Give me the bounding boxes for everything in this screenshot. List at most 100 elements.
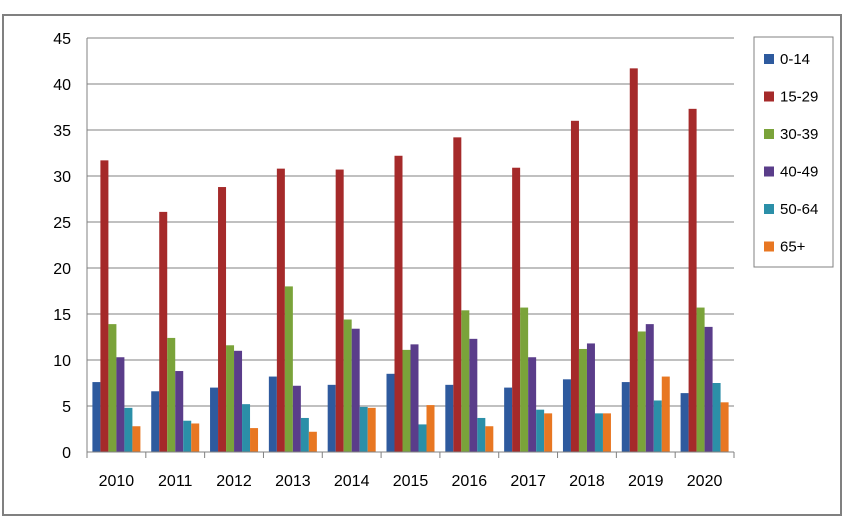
x-tick-label: 2017 — [510, 473, 546, 490]
bar-50-64-2015 — [418, 424, 427, 452]
bar-40-49-2015 — [410, 344, 419, 452]
bar-30-39-2019 — [637, 331, 646, 452]
bar-30-39-2018 — [578, 348, 587, 452]
bar-65+-2016 — [485, 426, 494, 452]
bar-0-14-2012 — [210, 387, 219, 452]
bar-40-49-2017 — [528, 357, 537, 452]
bar-15-29-2011 — [159, 211, 168, 452]
y-tick-label: 40 — [53, 77, 71, 94]
bar-30-39-2015 — [402, 349, 411, 452]
bar-65+-2020 — [720, 402, 729, 452]
bar-30-39-2013 — [284, 286, 293, 452]
y-tick-label: 5 — [62, 399, 71, 416]
bar-30-39-2014 — [343, 319, 352, 452]
bar-15-29-2010 — [100, 160, 109, 453]
y-tick-label: 45 — [53, 31, 71, 48]
bar-50-64-2018 — [594, 413, 603, 452]
y-tick-label: 10 — [53, 353, 71, 370]
bar-40-49-2018 — [586, 343, 595, 452]
bar-0-14-2011 — [151, 391, 160, 452]
legend-box — [753, 36, 834, 268]
y-tick-label: 20 — [53, 261, 71, 278]
bar-40-49-2019 — [645, 324, 654, 452]
bar-65+-2014 — [367, 407, 376, 452]
bar-30-39-2017 — [520, 307, 529, 452]
legend-label-50-64: 50-64 — [780, 201, 818, 218]
legend-swatch-65+ — [764, 241, 774, 252]
bar-50-64-2017 — [536, 409, 545, 452]
bar-65+-2018 — [602, 413, 611, 452]
x-tick-label: 2014 — [334, 473, 370, 490]
bar-15-29-2014 — [335, 169, 344, 452]
bar-0-14-2015 — [386, 373, 395, 452]
bar-50-64-2019 — [653, 400, 662, 452]
bar-40-49-2013 — [292, 385, 301, 452]
bars — [92, 68, 729, 453]
x-tick-label: 2013 — [275, 473, 311, 490]
bar-65+-2013 — [308, 431, 317, 452]
bar-40-49-2011 — [175, 371, 184, 452]
bar-0-14-2013 — [268, 376, 277, 452]
x-tick-label: 2016 — [452, 473, 488, 490]
x-tick-label: 2012 — [216, 473, 252, 490]
bar-50-64-2010 — [124, 407, 133, 452]
legend-swatch-15-29 — [764, 91, 774, 102]
bar-50-64-2014 — [359, 406, 368, 452]
legend-label-30-39: 30-39 — [780, 126, 818, 143]
bar-15-29-2019 — [629, 68, 638, 453]
bar-30-39-2016 — [461, 310, 470, 452]
legend-swatch-0-14 — [764, 54, 774, 64]
bar-15-29-2015 — [394, 155, 403, 452]
bar-0-14-2016 — [445, 384, 454, 452]
legend-swatch-40-49 — [764, 166, 774, 177]
x-tick-label: 2018 — [569, 473, 605, 490]
bar-30-39-2011 — [167, 337, 176, 452]
bar-30-39-2020 — [696, 307, 705, 452]
legend-label-65+: 65+ — [780, 239, 806, 256]
bar-40-49-2020 — [704, 326, 713, 452]
y-tick-label: 15 — [53, 307, 71, 324]
bar-65+-2010 — [132, 426, 141, 452]
bar-65+-2011 — [191, 423, 200, 452]
bar-50-64-2013 — [300, 417, 309, 452]
x-tick-label: 2020 — [687, 473, 723, 490]
bar-50-64-2016 — [477, 417, 486, 452]
legend-label-40-49: 40-49 — [780, 164, 818, 181]
legend-label-0-14: 0-14 — [780, 51, 810, 68]
bar-15-29-2012 — [218, 187, 227, 453]
bar-0-14-2017 — [504, 387, 513, 452]
bar-30-39-2010 — [108, 324, 117, 452]
x-tick-label: 2015 — [393, 473, 429, 490]
bar-65+-2012 — [250, 428, 259, 452]
bar-15-29-2018 — [570, 120, 579, 453]
bar-0-14-2014 — [327, 384, 336, 452]
bar-50-64-2011 — [183, 420, 192, 452]
x-tick-label: 2010 — [99, 473, 135, 490]
bar-0-14-2010 — [92, 382, 101, 452]
bar-65+-2017 — [544, 413, 553, 452]
bar-40-49-2010 — [116, 357, 125, 452]
y-tick-label: 0 — [62, 445, 71, 462]
bar-40-49-2012 — [234, 350, 243, 452]
bar-50-64-2020 — [712, 383, 721, 452]
bar-50-64-2012 — [242, 404, 251, 452]
bar-40-49-2016 — [469, 338, 478, 452]
legend-label-15-29: 15-29 — [780, 89, 818, 106]
legend: 0-14 15-29 30-39 40-49 50-64 65+ — [753, 36, 834, 268]
bar-15-29-2013 — [276, 168, 285, 452]
bar-15-29-2017 — [512, 167, 521, 452]
bar-15-29-2020 — [688, 108, 697, 452]
bar-65+-2015 — [426, 405, 435, 452]
bar-15-29-2016 — [453, 137, 462, 453]
x-tick-label: 2011 — [158, 473, 193, 490]
legend-swatch-30-39 — [764, 129, 774, 139]
bar-40-49-2014 — [351, 328, 360, 452]
bar-0-14-2019 — [621, 382, 630, 452]
y-tick-label: 30 — [53, 169, 71, 186]
x-tick-label: 2019 — [628, 473, 664, 490]
y-tick-label: 35 — [53, 123, 71, 140]
legend-swatch-50-64 — [764, 204, 774, 214]
bar-0-14-2020 — [680, 393, 689, 452]
